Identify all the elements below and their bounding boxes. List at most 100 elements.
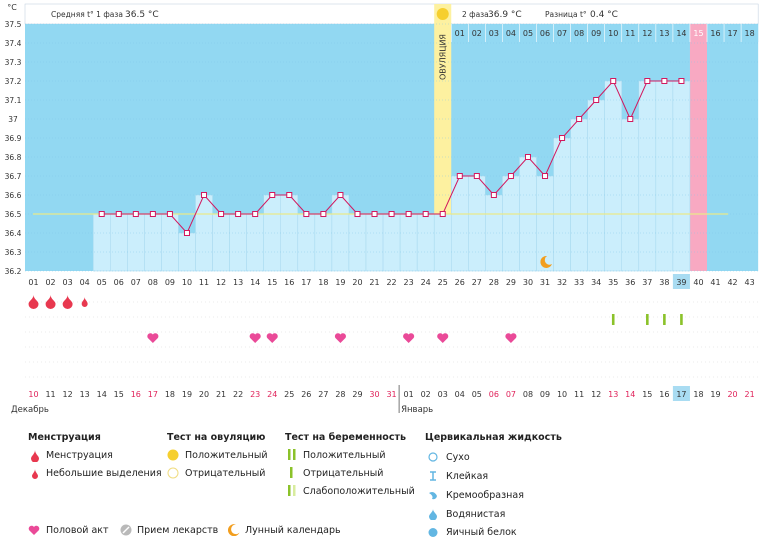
highlight-day-band [689, 24, 707, 271]
calendar-day-label: 14 [625, 390, 635, 399]
pregnancy-positive-icon [288, 449, 296, 460]
small-drop-icon [32, 469, 38, 479]
temp-bar [399, 213, 418, 272]
cycle-day-label: 14 [250, 278, 260, 287]
temp-point [132, 211, 139, 217]
calendar-day-label: 26 [301, 390, 311, 399]
top-day-label: 11 [625, 29, 635, 38]
intercourse-heart [505, 333, 517, 343]
y-tick-label: 36.7 [5, 172, 22, 181]
calendar-day-label: 30 [369, 390, 379, 399]
diff-value: 0.4 °C [590, 10, 618, 20]
phase1-label: Средняя t° 1 фаза [51, 10, 123, 19]
calendar-day-label: 11 [574, 390, 584, 399]
top-day-label: 18 [745, 29, 755, 38]
cycle-day-label: 12 [216, 278, 226, 287]
temp-point [235, 211, 242, 217]
y-tick-label: 37.2 [5, 77, 22, 86]
diff-label: Разница t° [545, 10, 587, 19]
temp-point [627, 116, 634, 122]
calendar-day-label: 15 [642, 390, 652, 399]
calendar-day-label: 22 [233, 390, 243, 399]
calendar-day-label: 31 [386, 390, 396, 399]
temp-point [559, 135, 566, 141]
cycle-day-label: 24 [421, 278, 431, 287]
top-day-label: 12 [642, 29, 652, 38]
cycle-day-label: 25 [438, 278, 448, 287]
calendar-day-label: 19 [710, 390, 720, 399]
cycle-day-label: 28 [489, 278, 499, 287]
drop-icon [31, 450, 39, 462]
pregnancy-test-mark [663, 314, 666, 325]
intercourse-heart [266, 333, 278, 343]
month-label: Декабрь [11, 405, 49, 415]
temp-point [183, 230, 190, 236]
calendar-day-label: 25 [284, 390, 294, 399]
ovulation-positive-icon [167, 449, 179, 461]
calendar-day-label: 12 [63, 390, 73, 399]
y-tick-label: 37.1 [5, 96, 22, 105]
calendar-day-label: 10 [557, 390, 567, 399]
sticky-icon [430, 471, 436, 481]
cycle-day-label: 29 [506, 278, 516, 287]
top-day-label: 02 [472, 29, 482, 38]
calendar-day-label: 04 [455, 390, 465, 399]
calendar-day-label: 15 [114, 390, 124, 399]
temp-point [405, 211, 412, 217]
temp-point [507, 173, 514, 179]
temp-point [354, 211, 361, 217]
cycle-day-label: 03 [63, 278, 73, 287]
temp-bar [127, 213, 145, 272]
temp-point [593, 97, 600, 103]
temp-bar [621, 118, 640, 272]
temp-point [644, 78, 651, 84]
cycle-day-label: 11 [199, 278, 209, 287]
temp-point [166, 211, 173, 217]
temp-bar [587, 99, 605, 272]
temp-point [542, 173, 549, 179]
calendar-day-label: 20 [199, 390, 209, 399]
calendar-day-label: 21 [745, 390, 755, 399]
cycle-day-label: 38 [659, 278, 669, 287]
cycle-day-label: 30 [523, 278, 533, 287]
temp-bar [672, 80, 691, 272]
temp-point [576, 116, 583, 122]
cycle-day-label: 15 [267, 278, 277, 287]
today-calendar-highlight [672, 386, 690, 401]
pregnancy-test-mark [680, 314, 683, 325]
temp-bar [246, 213, 264, 272]
cycle-day-label: 04 [80, 278, 90, 287]
calendar-day-label: 05 [472, 390, 482, 399]
today-cycle-highlight [672, 274, 690, 289]
top-day-label: 09 [591, 29, 601, 38]
phase2-value: 36.9 °C [488, 10, 522, 20]
cycle-day-label: 41 [710, 278, 720, 287]
temp-point [678, 78, 685, 84]
temp-bar [92, 213, 111, 272]
intercourse-heart [334, 333, 346, 343]
top-day-label: 01 [455, 29, 465, 38]
top-day-label: 08 [574, 29, 584, 38]
watery-icon [429, 509, 437, 520]
y-tick-label: 37 [8, 115, 18, 124]
temp-bar [382, 213, 401, 272]
calendar-day-label: 10 [28, 390, 38, 399]
calendar-day-label: 08 [523, 390, 533, 399]
top-day-label: 13 [659, 29, 669, 38]
temp-bar [433, 213, 452, 272]
intercourse-heart [403, 333, 415, 343]
cycle-day-label: 43 [745, 278, 755, 287]
temp-bar [365, 213, 384, 272]
menstruation-drop [62, 295, 73, 309]
legend-cervical-title: Цервикальная жидкость [425, 432, 562, 443]
ovulation-label: ОВУЛЯЦИЯ [439, 34, 448, 80]
temp-point [337, 192, 344, 198]
temp-bar [144, 213, 162, 272]
top-day-label: 15 [693, 29, 703, 38]
cycle-day-label: 09 [165, 278, 175, 287]
cycle-day-label: 26 [455, 278, 465, 287]
top-day-label: 17 [727, 29, 737, 38]
temp-bar [263, 194, 282, 272]
temp-bar [229, 213, 247, 272]
intercourse-heart [437, 333, 449, 343]
